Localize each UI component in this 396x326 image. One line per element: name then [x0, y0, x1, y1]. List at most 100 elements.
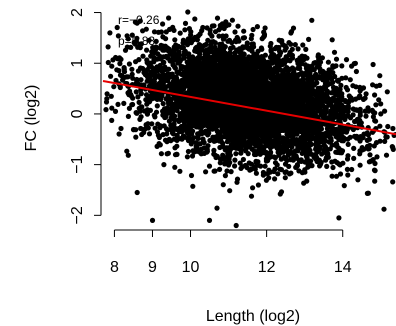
data-point: [317, 161, 324, 167]
data-point: [232, 163, 238, 169]
data-point: [198, 146, 204, 152]
data-point: [240, 44, 246, 50]
data-point: [273, 59, 279, 65]
data-point: [208, 111, 214, 117]
data-point: [260, 169, 266, 176]
data-point: [223, 58, 229, 64]
data-point: [115, 33, 121, 39]
data-point: [333, 173, 340, 179]
data-point: [152, 125, 158, 131]
data-point: [274, 145, 280, 151]
data-point: [138, 125, 144, 132]
data-point: [116, 55, 123, 61]
x-tick-label: 14: [334, 259, 352, 276]
data-point: [164, 131, 170, 137]
data-point: [223, 23, 230, 29]
data-point: [207, 137, 213, 144]
data-point: [317, 144, 323, 150]
data-point: [270, 80, 276, 86]
data-point: [325, 151, 331, 157]
data-point: [272, 166, 278, 172]
data-point: [160, 101, 166, 107]
data-point: [250, 185, 256, 191]
data-point-outlier: [378, 111, 384, 117]
data-point: [243, 144, 249, 150]
data-point: [319, 151, 325, 157]
data-point-outlier: [355, 177, 361, 183]
data-point: [146, 37, 152, 43]
data-point: [190, 183, 196, 189]
data-point: [254, 24, 260, 30]
data-point: [109, 117, 115, 123]
data-point: [138, 77, 144, 83]
data-point: [148, 53, 154, 59]
data-point: [248, 78, 254, 84]
data-point: [163, 126, 170, 132]
data-point: [288, 29, 295, 35]
data-point: [207, 94, 213, 100]
data-point: [174, 69, 180, 75]
data-point: [338, 92, 344, 98]
data-point: [365, 132, 371, 138]
data-point: [269, 60, 275, 66]
data-point: [128, 93, 134, 99]
data-point: [258, 45, 264, 51]
data-point: [383, 152, 390, 158]
data-point: [337, 86, 343, 92]
data-point: [317, 69, 324, 75]
data-point: [316, 93, 322, 99]
data-point: [349, 63, 355, 69]
data-point: [261, 34, 267, 40]
data-point: [319, 120, 325, 127]
data-point: [268, 47, 274, 53]
data-point: [108, 93, 114, 99]
data-point: [179, 99, 185, 105]
data-point: [215, 114, 221, 120]
data-point: [180, 106, 186, 112]
data-point: [323, 74, 329, 80]
data-point: [174, 78, 180, 84]
data-point: [341, 136, 347, 142]
data-point: [276, 117, 282, 123]
data-point: [272, 118, 278, 124]
data-point: [309, 91, 315, 97]
data-point: [186, 51, 192, 57]
data-point: [333, 92, 339, 98]
data-point: [292, 105, 298, 111]
data-point: [240, 156, 246, 163]
data-point: [216, 27, 222, 33]
data-point: [229, 17, 235, 23]
data-point: [267, 69, 273, 75]
data-point: [253, 149, 259, 155]
data-point: [250, 89, 256, 95]
data-point: [347, 77, 353, 83]
data-point: [237, 160, 243, 166]
data-point: [212, 81, 218, 87]
data-point: [146, 99, 152, 105]
data-point: [284, 57, 290, 64]
data-point: [185, 9, 191, 15]
data-point: [345, 103, 351, 109]
data-point: [324, 90, 330, 96]
data-point: [157, 95, 163, 101]
data-point: [258, 62, 264, 68]
data-point: [130, 75, 136, 81]
data-point: [181, 52, 187, 58]
data-point: [242, 61, 248, 67]
data-point: [211, 136, 217, 142]
data-point: [165, 150, 171, 156]
data-point: [292, 42, 298, 48]
data-point: [218, 89, 224, 95]
data-point: [385, 123, 391, 130]
data-point: [255, 129, 261, 135]
data-point: [199, 131, 205, 137]
data-point: [229, 118, 235, 124]
data-point: [286, 163, 292, 169]
data-point: [263, 124, 270, 130]
data-point: [275, 75, 281, 81]
data-point: [343, 57, 350, 63]
data-point: [108, 73, 114, 79]
data-point: [156, 134, 162, 141]
data-point: [134, 35, 140, 41]
data-point: [298, 89, 304, 95]
